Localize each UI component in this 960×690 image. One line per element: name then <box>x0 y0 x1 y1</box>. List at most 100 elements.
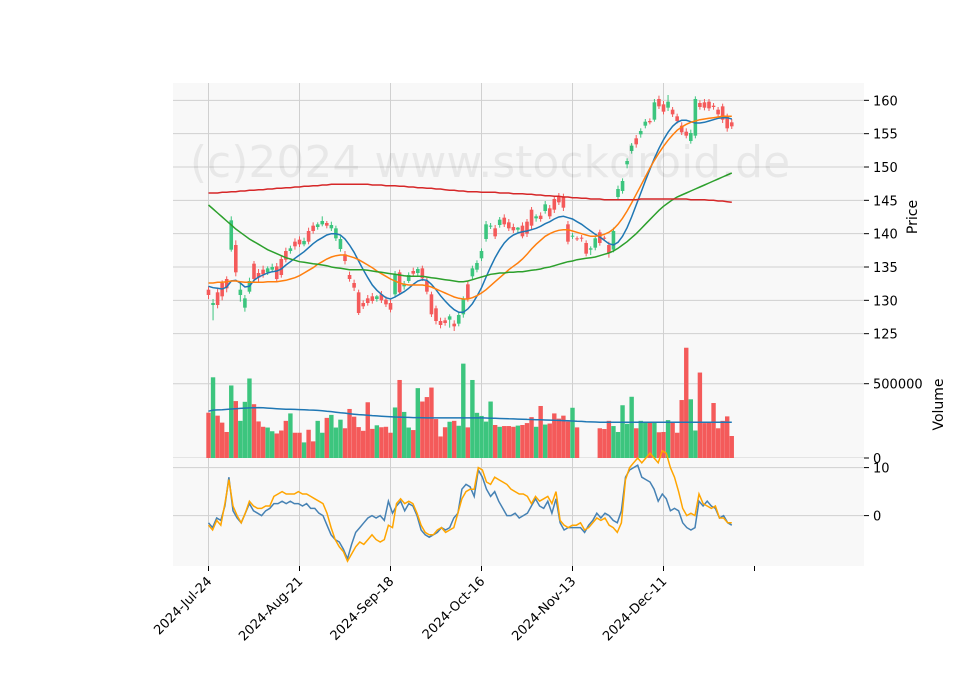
volume-bar <box>301 442 307 458</box>
volume-bar <box>529 417 534 458</box>
osc-background <box>173 458 864 566</box>
candle-body <box>470 268 475 277</box>
candle-body <box>329 225 334 229</box>
candle-body <box>538 215 543 219</box>
candle-body <box>243 298 247 308</box>
volume-bar <box>711 403 716 458</box>
volume-bar <box>634 428 639 458</box>
candle-body <box>502 217 507 225</box>
volume-bar <box>429 387 434 458</box>
candle-body <box>602 237 607 239</box>
candle-body <box>643 121 648 126</box>
candle-body <box>229 220 234 250</box>
volume-bar <box>720 420 725 458</box>
volume-bar <box>292 432 298 458</box>
candle-body <box>543 204 547 211</box>
candle-body <box>352 283 356 288</box>
volume-bar <box>602 429 607 458</box>
volume-bar <box>415 388 420 458</box>
candle-body <box>484 224 488 239</box>
candle-body <box>566 224 570 242</box>
candle-body <box>516 227 520 230</box>
volume-bar <box>351 416 357 458</box>
candle-body <box>311 225 315 231</box>
volume-bar <box>629 396 634 458</box>
candle-body <box>306 231 311 242</box>
volume-bar <box>470 379 475 458</box>
candle-body <box>557 196 561 203</box>
volume-bar <box>433 419 439 458</box>
candle-body <box>234 245 238 273</box>
volume-bar <box>647 422 653 458</box>
volume-bar <box>206 412 211 458</box>
volume-bar <box>461 363 466 458</box>
volume-bar <box>574 427 580 458</box>
price-ma_fast-line <box>208 116 733 314</box>
x-tick-label-3: 2024-Oct-16 <box>420 574 488 642</box>
candle-body <box>370 296 375 301</box>
volume-bar <box>556 418 562 458</box>
volume-bar <box>420 401 425 458</box>
candle-body <box>434 308 438 321</box>
volume-bar <box>411 430 416 458</box>
volume-bar <box>552 413 557 458</box>
candle-body <box>379 294 384 301</box>
volume-bar <box>251 404 257 458</box>
candle-body <box>729 122 734 127</box>
candle-body <box>547 208 552 217</box>
volume-bar <box>665 420 671 458</box>
volume-bar <box>365 402 370 458</box>
candle-body <box>620 181 625 191</box>
volume-bar <box>570 407 575 458</box>
candle-body <box>315 224 320 227</box>
volume-bar <box>606 420 612 458</box>
candle-body <box>507 222 511 229</box>
candle-body <box>411 271 416 274</box>
volume-bar <box>456 425 461 458</box>
volume-axis-label: Volume <box>931 378 947 430</box>
volume-bar <box>729 436 734 458</box>
volume-bar <box>679 400 684 458</box>
volume-bar <box>447 421 452 458</box>
volume-bar <box>233 401 238 458</box>
volume-bar <box>242 401 248 458</box>
volume-bar <box>438 436 443 458</box>
price-ma_mid-line <box>208 115 732 300</box>
volume-bar <box>492 425 498 458</box>
candle-body <box>416 269 420 273</box>
volume-bar <box>506 426 511 458</box>
candle-body <box>497 219 502 225</box>
volume-bar <box>388 432 393 458</box>
volume-bar <box>283 420 289 458</box>
candle-body <box>338 239 343 249</box>
candle-body <box>607 245 611 253</box>
candle-body <box>570 235 575 237</box>
volume-bar <box>370 428 375 458</box>
candle-body <box>343 254 347 261</box>
candle-body <box>270 267 274 270</box>
candle-body <box>579 237 584 239</box>
volume-bar <box>661 431 666 458</box>
oscillator-osc_a-line <box>207 464 733 562</box>
candle-body <box>657 99 661 107</box>
candle-body <box>625 161 629 165</box>
price-ytick-label-1: 130 <box>873 294 898 309</box>
volume-bar <box>725 416 730 458</box>
volume-bar <box>215 415 220 458</box>
watermark: (c)2024 www.stockdroid.de <box>190 137 790 188</box>
candle-body <box>529 209 534 226</box>
oscillator-ytick-label-0: 0 <box>873 510 881 525</box>
volume-bar <box>483 421 489 458</box>
price-ytick-label-3: 140 <box>873 228 898 243</box>
volume-bar <box>611 426 616 458</box>
volume-bar <box>497 426 502 458</box>
candle-body <box>611 231 616 250</box>
candle-body <box>261 269 265 275</box>
candle-body <box>561 196 566 208</box>
candle-body <box>393 274 397 295</box>
candle-body <box>347 275 352 279</box>
price-ytick-label-7: 160 <box>873 94 898 109</box>
volume-bar <box>347 408 352 458</box>
price-ytick-label-6: 155 <box>873 128 898 143</box>
candle-body <box>406 275 411 281</box>
